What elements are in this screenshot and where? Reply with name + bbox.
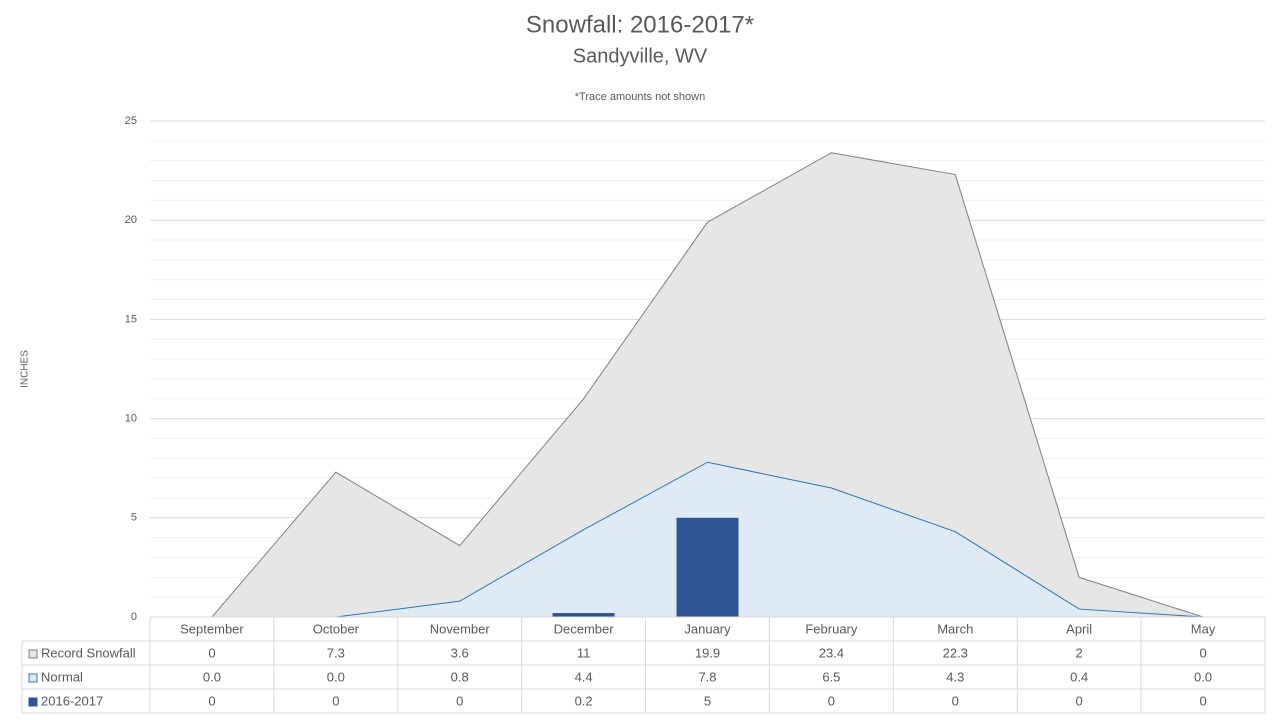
- table-value: 0: [332, 693, 339, 708]
- table-value: 4.3: [946, 669, 964, 684]
- table-value: 0: [952, 693, 959, 708]
- bar: [552, 613, 615, 617]
- table-value: 22.3: [943, 645, 968, 660]
- table-value: 0: [456, 693, 463, 708]
- x-tick-label: November: [430, 621, 491, 636]
- x-tick-label: March: [937, 621, 973, 636]
- y-tick-label: 25: [125, 115, 137, 127]
- chart-title: Snowfall: 2016-2017*: [526, 11, 754, 38]
- legend-label: 2016-2017: [41, 693, 103, 708]
- y-tick-label: 15: [125, 313, 137, 325]
- x-tick-label: May: [1191, 621, 1216, 636]
- y-axis-label: INCHES: [20, 350, 31, 388]
- table-value: 0.2: [575, 693, 593, 708]
- y-tick-label: 5: [131, 512, 137, 524]
- table-value: 7.8: [698, 669, 716, 684]
- table-value: 0.8: [451, 669, 469, 684]
- legend-label: Record Snowfall: [41, 645, 136, 660]
- table-value: 6.5: [822, 669, 840, 684]
- area-line: [211, 461, 1204, 618]
- legend-swatch: [28, 673, 38, 683]
- annotation: *Trace amounts not shown: [575, 91, 705, 103]
- y-tick-label: 10: [125, 413, 137, 425]
- x-tick-label: December: [554, 621, 615, 636]
- table-value: 23.4: [819, 645, 844, 660]
- x-tick-label: October: [313, 621, 360, 636]
- chart-subtitle: Sandyville, WV: [573, 45, 708, 67]
- table-value: 4.4: [575, 669, 593, 684]
- table-value: 0: [828, 693, 835, 708]
- x-tick-label: January: [684, 621, 731, 636]
- x-tick-label: February: [805, 621, 858, 636]
- legend-swatch: [28, 697, 38, 707]
- y-tick-label: 20: [125, 214, 137, 226]
- legend-swatch: [28, 649, 38, 659]
- table-value: 0: [208, 645, 215, 660]
- x-tick-label: April: [1066, 621, 1092, 636]
- area: [211, 152, 1204, 617]
- area-line: [211, 152, 1204, 618]
- bar: [676, 517, 739, 617]
- table-value: 0: [1199, 693, 1206, 708]
- legend-label: Normal: [41, 669, 83, 684]
- table-value: 5: [704, 693, 711, 708]
- table-value: 0.0: [203, 669, 221, 684]
- y-tick-label: 0: [131, 611, 137, 623]
- table-value: 19.9: [695, 645, 720, 660]
- table-value: 0: [1199, 645, 1206, 660]
- table-value: 11: [577, 645, 591, 660]
- table-value: 3.6: [451, 645, 469, 660]
- table-value: 0: [208, 693, 215, 708]
- table-value: 7.3: [327, 645, 345, 660]
- table-value: 0.0: [1194, 669, 1212, 684]
- table-value: 2: [1076, 645, 1083, 660]
- x-tick-label: September: [180, 621, 244, 636]
- table-value: 0.0: [327, 669, 345, 684]
- table-value: 0.4: [1070, 669, 1088, 684]
- table-value: 0: [1076, 693, 1083, 708]
